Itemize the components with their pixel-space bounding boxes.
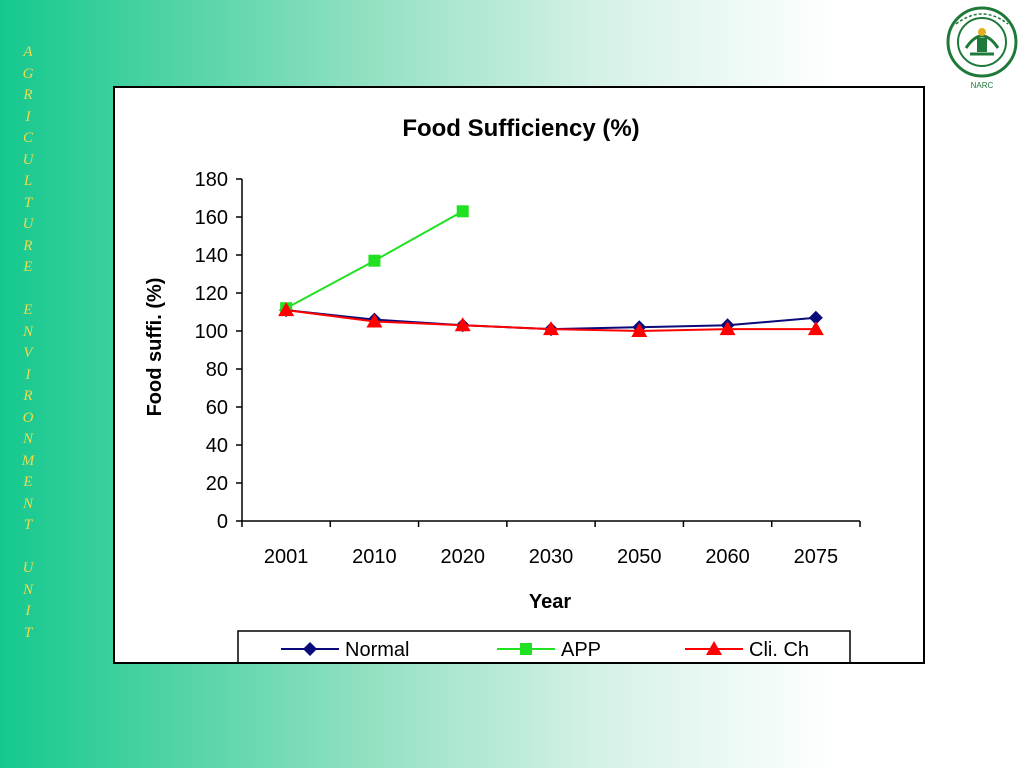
y-tick-label: 80 — [206, 359, 228, 381]
x-tick-label: 2060 — [705, 546, 750, 568]
y-tick-label: 120 — [195, 283, 228, 305]
x-tick-label: 2010 — [352, 546, 397, 568]
chart-title: Food Sufficiency (%) — [402, 115, 639, 142]
data-point-square — [368, 254, 381, 267]
x-tick-label: 2050 — [617, 546, 662, 568]
y-tick-label: 180 — [195, 169, 228, 191]
data-point-square — [520, 643, 532, 655]
y-axis-label: Food suffi. (%) — [144, 278, 166, 417]
series-layer — [278, 205, 824, 337]
series-app — [280, 205, 469, 315]
data-point-triangle — [366, 313, 383, 328]
narc-emblem-icon: NARC — [946, 6, 1018, 90]
data-point-diamond — [303, 642, 317, 656]
side-banner-letter: U — [22, 151, 34, 168]
side-banner-letter: N — [22, 581, 33, 598]
data-point-triangle — [278, 302, 295, 317]
side-banner-letter: I — [25, 366, 31, 383]
data-point-triangle — [719, 321, 736, 336]
side-banner-letter: U — [22, 216, 34, 232]
y-tick-label: 60 — [206, 397, 228, 419]
side-banner-letter: N — [22, 431, 33, 447]
side-banner-letter: O — [22, 409, 34, 426]
side-banner-letter: U — [22, 560, 34, 576]
y-tick-label: 20 — [206, 473, 228, 495]
legend-label: Normal — [345, 639, 409, 661]
side-banner-letter: M — [21, 452, 35, 469]
line-chart: Food Sufficiency (%) Food suffi. (%) Yea… — [144, 115, 861, 662]
side-banner-letter: N — [22, 495, 33, 512]
y-tick-label: 140 — [195, 245, 228, 267]
data-point-diamond — [808, 310, 823, 325]
side-banner-letter: G — [22, 65, 34, 82]
x-tick-label: 2075 — [794, 546, 839, 568]
series-cli-ch — [278, 302, 824, 337]
side-banner-letter: R — [23, 388, 33, 404]
x-axis-label: Year — [529, 591, 571, 613]
y-tick-label: 40 — [206, 435, 228, 457]
side-banner-letter: R — [23, 237, 33, 254]
side-banner-letter: N — [22, 323, 33, 340]
data-point-triangle — [706, 641, 722, 655]
x-tick-label: 2030 — [529, 546, 574, 568]
axes: 0 20 40 60 80 100 120 140 160 180 2001 2010 2020 2030… — [195, 169, 861, 568]
data-point-triangle — [807, 321, 824, 336]
x-tick-label: 2020 — [440, 546, 485, 568]
data-point-square — [456, 205, 469, 218]
legend-label: Cli. Ch — [749, 639, 809, 661]
side-banner-letter: E — [23, 302, 33, 318]
data-point-triangle — [454, 317, 471, 332]
chart-frame: Food Sufficiency (%) Food suffi. (%) Yea… — [113, 86, 925, 664]
side-banner-letter: E — [23, 474, 33, 490]
side-banner-letter: T — [23, 624, 33, 641]
side-banner-letter: R — [23, 87, 33, 103]
side-banner-letter: I — [25, 108, 31, 125]
side-banner-letter: E — [23, 259, 33, 275]
data-point-triangle — [543, 321, 559, 336]
y-tick-label: 160 — [195, 207, 228, 229]
legend-item: Normal — [281, 639, 409, 661]
side-banner-letter: V — [23, 345, 33, 361]
logo-caption: NARC — [971, 81, 994, 90]
side-banner-letter: C — [22, 130, 33, 146]
side-banner-letter: T — [23, 194, 33, 211]
legend-label: APP — [561, 639, 601, 661]
side-banner-letter: T — [23, 517, 33, 533]
side-banner-letter: L — [23, 173, 33, 189]
data-point-triangle — [631, 323, 648, 337]
side-banner-letter: I — [25, 603, 31, 619]
y-tick-label: 100 — [195, 321, 228, 343]
x-tick-label: 2001 — [264, 546, 309, 568]
legend-item: APP — [497, 639, 601, 661]
legend-box — [237, 630, 851, 662]
legend: Normal APP Cli. Ch — [237, 630, 851, 662]
side-banner-letter: A — [23, 44, 33, 60]
legend-item: Cli. Ch — [685, 639, 809, 661]
y-tick-label: 0 — [217, 511, 228, 533]
